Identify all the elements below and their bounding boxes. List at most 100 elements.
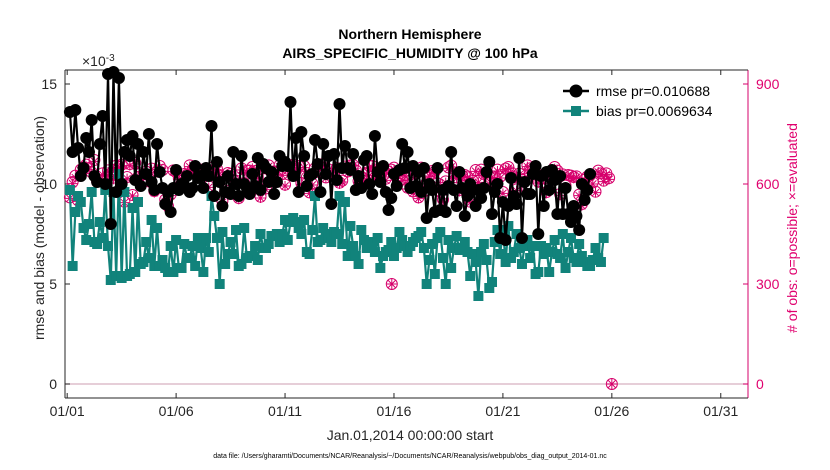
rmse-marker [96, 110, 109, 122]
evaluated-obs-marker [424, 171, 435, 181]
evaluated-obs-marker [590, 187, 601, 198]
bias-marker [203, 247, 214, 257]
bias-marker [132, 197, 143, 207]
bias-marker [111, 271, 122, 281]
bias-marker [565, 233, 576, 243]
x-tick-label: 01/06 [159, 403, 194, 419]
bias-marker [481, 255, 492, 265]
rmse-marker [284, 96, 297, 108]
evaluated-obs-marker [122, 173, 133, 184]
bias-marker [585, 261, 596, 271]
evaluated-obs-marker [277, 170, 288, 181]
bias-marker [459, 237, 470, 247]
bias-marker [598, 233, 609, 243]
rmse-marker [483, 156, 496, 168]
evaluated-obs-marker [487, 172, 498, 183]
bias-marker [195, 243, 206, 253]
y-tick-label: 15 [41, 76, 57, 92]
bias-marker [555, 253, 566, 263]
evaluated-obs-marker [67, 178, 78, 189]
bias-marker [309, 191, 320, 201]
rmse-marker [205, 120, 218, 132]
rmse-marker [458, 210, 471, 222]
bias-marker [500, 257, 511, 267]
x-axis-label: Jan.01,2014 00:00:00 start [327, 427, 494, 443]
plot-area: 0 5 10 15 0 300 600 900 01/01 01/06 01/11 01/16 01/2… [41, 66, 780, 419]
bias-marker [334, 191, 345, 201]
rmse-marker [77, 162, 90, 174]
rmse-marker [363, 178, 376, 190]
bias-marker [516, 259, 527, 269]
bias-marker [375, 263, 386, 273]
bias-marker [228, 249, 239, 259]
bias-marker [250, 241, 261, 251]
bias-marker [467, 249, 478, 259]
rmse-marker [374, 176, 387, 188]
evaluated-obs-marker [280, 181, 291, 191]
bias-marker [124, 269, 135, 279]
bias-marker [369, 247, 380, 257]
bias-marker [138, 257, 149, 267]
rmse-marker [115, 178, 128, 190]
bias-marker [418, 243, 429, 253]
evaluated-obs-marker [437, 196, 448, 207]
rmse-marker [338, 140, 351, 152]
bias-marker [487, 277, 498, 287]
rmse-marker [477, 182, 490, 194]
rmse-marker [85, 114, 98, 126]
bias-marker [127, 203, 138, 213]
bias-marker [497, 225, 508, 235]
bias-marker [168, 267, 179, 277]
bias-marker [239, 223, 250, 233]
rmse-marker [543, 184, 556, 196]
bias-marker [339, 197, 350, 207]
rmse-marker [524, 188, 537, 200]
y2-tick-label: 300 [756, 276, 780, 292]
bias-marker [560, 263, 571, 273]
bias-marker [274, 237, 285, 247]
y-tick-label: 5 [49, 276, 57, 292]
bias-marker [590, 243, 601, 253]
rmse-marker [486, 208, 499, 220]
bias-marker [402, 247, 413, 257]
bias-marker [391, 243, 402, 253]
bias-marker [211, 233, 222, 243]
bias-marker [457, 243, 468, 253]
bias-marker [576, 251, 587, 261]
rmse-marker [197, 182, 210, 194]
rmse-marker [532, 228, 545, 240]
legend-rmse-label: rmse pr=0.010688 [596, 83, 710, 99]
bias-marker [92, 239, 103, 249]
legend: rmse pr=0.010688 bias pr=0.0069634 [562, 78, 738, 122]
bias-marker [345, 221, 356, 231]
rmse-marker [453, 166, 466, 178]
rmse-marker [151, 138, 164, 150]
evaluated-obs-marker [108, 174, 119, 185]
evaluated-obs-marker [459, 171, 470, 181]
bias-marker [348, 241, 359, 251]
bias-marker [103, 241, 114, 251]
bias-marker [282, 235, 293, 245]
rmse-marker [235, 150, 248, 162]
rmse-marker [377, 160, 390, 172]
bias-marker [78, 223, 89, 233]
bias-marker [549, 235, 560, 245]
rmse-marker [189, 160, 202, 172]
bias-marker [290, 217, 301, 227]
evaluated-obs-marker [571, 172, 582, 183]
bias-marker [359, 235, 370, 245]
bias-marker [116, 273, 127, 283]
bias-marker [508, 247, 519, 257]
rmse-marker [499, 234, 512, 246]
chart-title: Northern Hemisphere [338, 26, 481, 42]
bias-marker [217, 227, 228, 237]
rmse-marker [431, 162, 444, 174]
rmse-marker [112, 72, 125, 84]
bias-marker [247, 251, 258, 261]
bias-marker [299, 215, 310, 225]
rmse-marker [573, 224, 586, 236]
rmse-marker [445, 146, 458, 158]
evaluated-obs-marker [500, 164, 511, 175]
rmse-marker [559, 182, 572, 194]
legend-bias-label: bias pr=0.0069634 [596, 103, 713, 119]
